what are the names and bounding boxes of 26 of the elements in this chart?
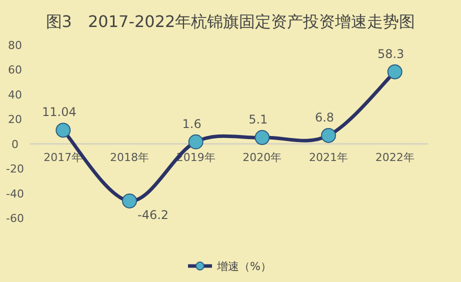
x-tick-label: 2021年 <box>309 150 348 164</box>
data-label: -46.2 <box>138 208 169 222</box>
y-tick-label: 0 <box>12 138 18 151</box>
y-tick-label: 20 <box>8 113 22 126</box>
y-tick-label: 60 <box>8 64 22 77</box>
point <box>254 130 270 146</box>
y-tick-label: -60 <box>6 212 24 225</box>
y-tick-label: -20 <box>6 162 24 176</box>
legend-label: 增速（%） <box>216 260 272 273</box>
x-tick-label: 2018年 <box>110 150 149 164</box>
x-tick-label: 2022年 <box>375 150 414 164</box>
y-tick-label: -40 <box>6 187 24 200</box>
data-label: 11.04 <box>42 105 76 120</box>
x-tick-label: 2020年 <box>242 150 282 164</box>
y-tick-label: 80 <box>8 39 22 52</box>
data-label: 6.8 <box>314 110 334 124</box>
data-label: 58.3 <box>377 46 404 61</box>
point <box>56 122 71 138</box>
chart-title: 图3 2017-2022年杭锦旗固定资产投资增速走势图 <box>46 12 416 31</box>
data-label: 5.1 <box>248 112 268 127</box>
y-tick-label: 40 <box>8 88 22 102</box>
point <box>122 193 137 208</box>
point <box>321 128 336 143</box>
data-label: 1.6 <box>182 116 202 131</box>
point <box>188 134 204 150</box>
point <box>387 64 402 80</box>
